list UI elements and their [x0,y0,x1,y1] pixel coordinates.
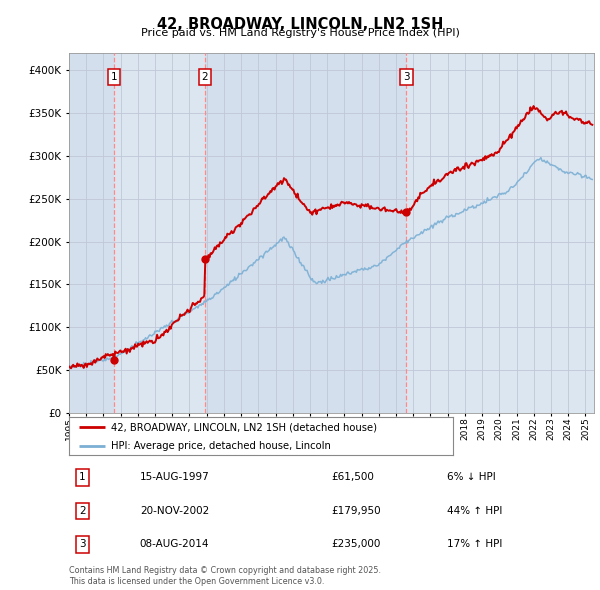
Text: 3: 3 [79,539,85,549]
Text: 17% ↑ HPI: 17% ↑ HPI [447,539,502,549]
Text: 2: 2 [79,506,85,516]
Bar [205,53,406,413]
Text: £179,950: £179,950 [331,506,381,516]
Text: 42, BROADWAY, LINCOLN, LN2 1SH (detached house): 42, BROADWAY, LINCOLN, LN2 1SH (detached… [111,422,377,432]
Text: 1: 1 [79,473,85,483]
Text: 2: 2 [202,72,208,82]
Text: 3: 3 [403,72,410,82]
Bar [69,53,114,413]
Text: 44% ↑ HPI: 44% ↑ HPI [447,506,502,516]
Text: 15-AUG-1997: 15-AUG-1997 [140,473,209,483]
Text: 20-NOV-2002: 20-NOV-2002 [140,506,209,516]
Text: 1: 1 [111,72,118,82]
Text: £61,500: £61,500 [331,473,374,483]
Text: Contains HM Land Registry data © Crown copyright and database right 2025.
This d: Contains HM Land Registry data © Crown c… [69,566,381,586]
Bar [114,53,205,413]
Text: 08-AUG-2014: 08-AUG-2014 [140,539,209,549]
Text: 6% ↓ HPI: 6% ↓ HPI [447,473,496,483]
Bar [406,53,594,413]
Text: £235,000: £235,000 [331,539,381,549]
Text: Price paid vs. HM Land Registry's House Price Index (HPI): Price paid vs. HM Land Registry's House … [140,28,460,38]
Text: 42, BROADWAY, LINCOLN, LN2 1SH: 42, BROADWAY, LINCOLN, LN2 1SH [157,17,443,31]
Text: HPI: Average price, detached house, Lincoln: HPI: Average price, detached house, Linc… [111,441,331,451]
